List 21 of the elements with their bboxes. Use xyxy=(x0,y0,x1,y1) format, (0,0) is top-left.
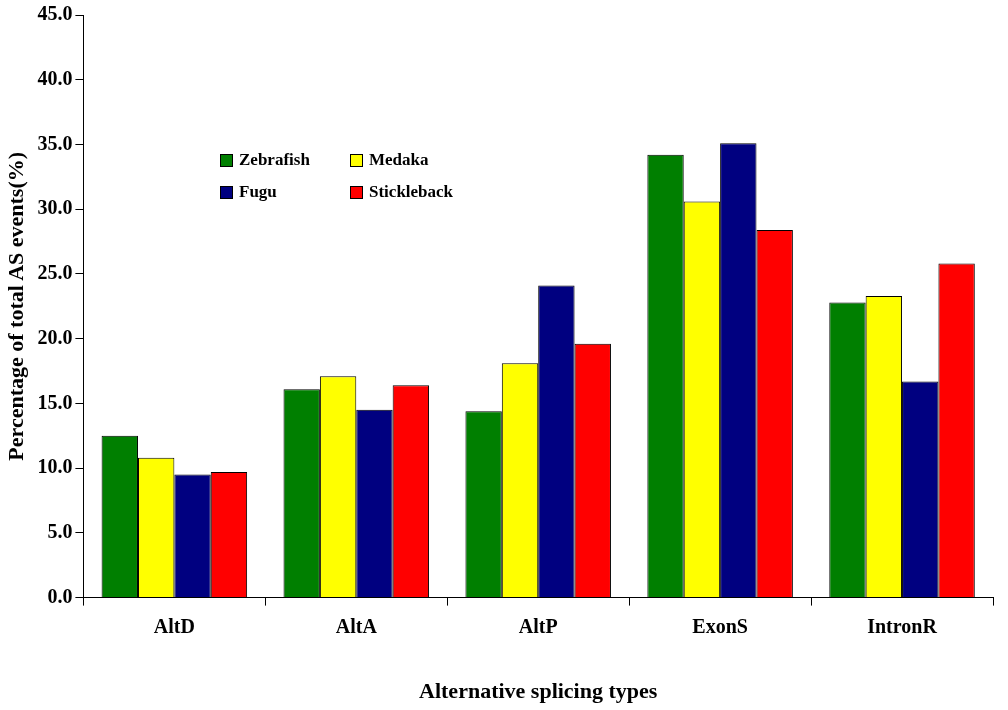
y-tick-label: 35.0 xyxy=(37,131,73,154)
legend-label: Zebrafish xyxy=(239,150,310,170)
x-tick-label: ExonS xyxy=(692,614,748,637)
legend-label: Fugu xyxy=(239,182,277,202)
legend-label: Medaka xyxy=(369,150,429,170)
y-axis-title: Percentage of total AS events(%) xyxy=(2,151,28,461)
x-tick-label: IntronR xyxy=(867,614,938,637)
legend-label: Stickleback xyxy=(369,182,454,202)
x-axis-title: Alternative splicing types xyxy=(419,678,658,704)
x-tick-label: AltA xyxy=(335,614,378,637)
y-tick-label: 20.0 xyxy=(37,325,73,348)
y-tick-label: 40.0 xyxy=(37,66,73,89)
y-tick-label: 45.0 xyxy=(37,2,73,25)
y-tick-label: 10.0 xyxy=(37,455,73,478)
x-tick-label: AltD xyxy=(153,614,195,637)
x-tick-label: AltP xyxy=(518,614,558,637)
y-tick-label: 0.0 xyxy=(47,584,73,607)
y-tick-label: 25.0 xyxy=(37,261,73,284)
y-tick-label: 15.0 xyxy=(37,390,73,413)
y-tick-label: 30.0 xyxy=(37,196,73,219)
y-tick-label: 5.0 xyxy=(47,520,73,543)
